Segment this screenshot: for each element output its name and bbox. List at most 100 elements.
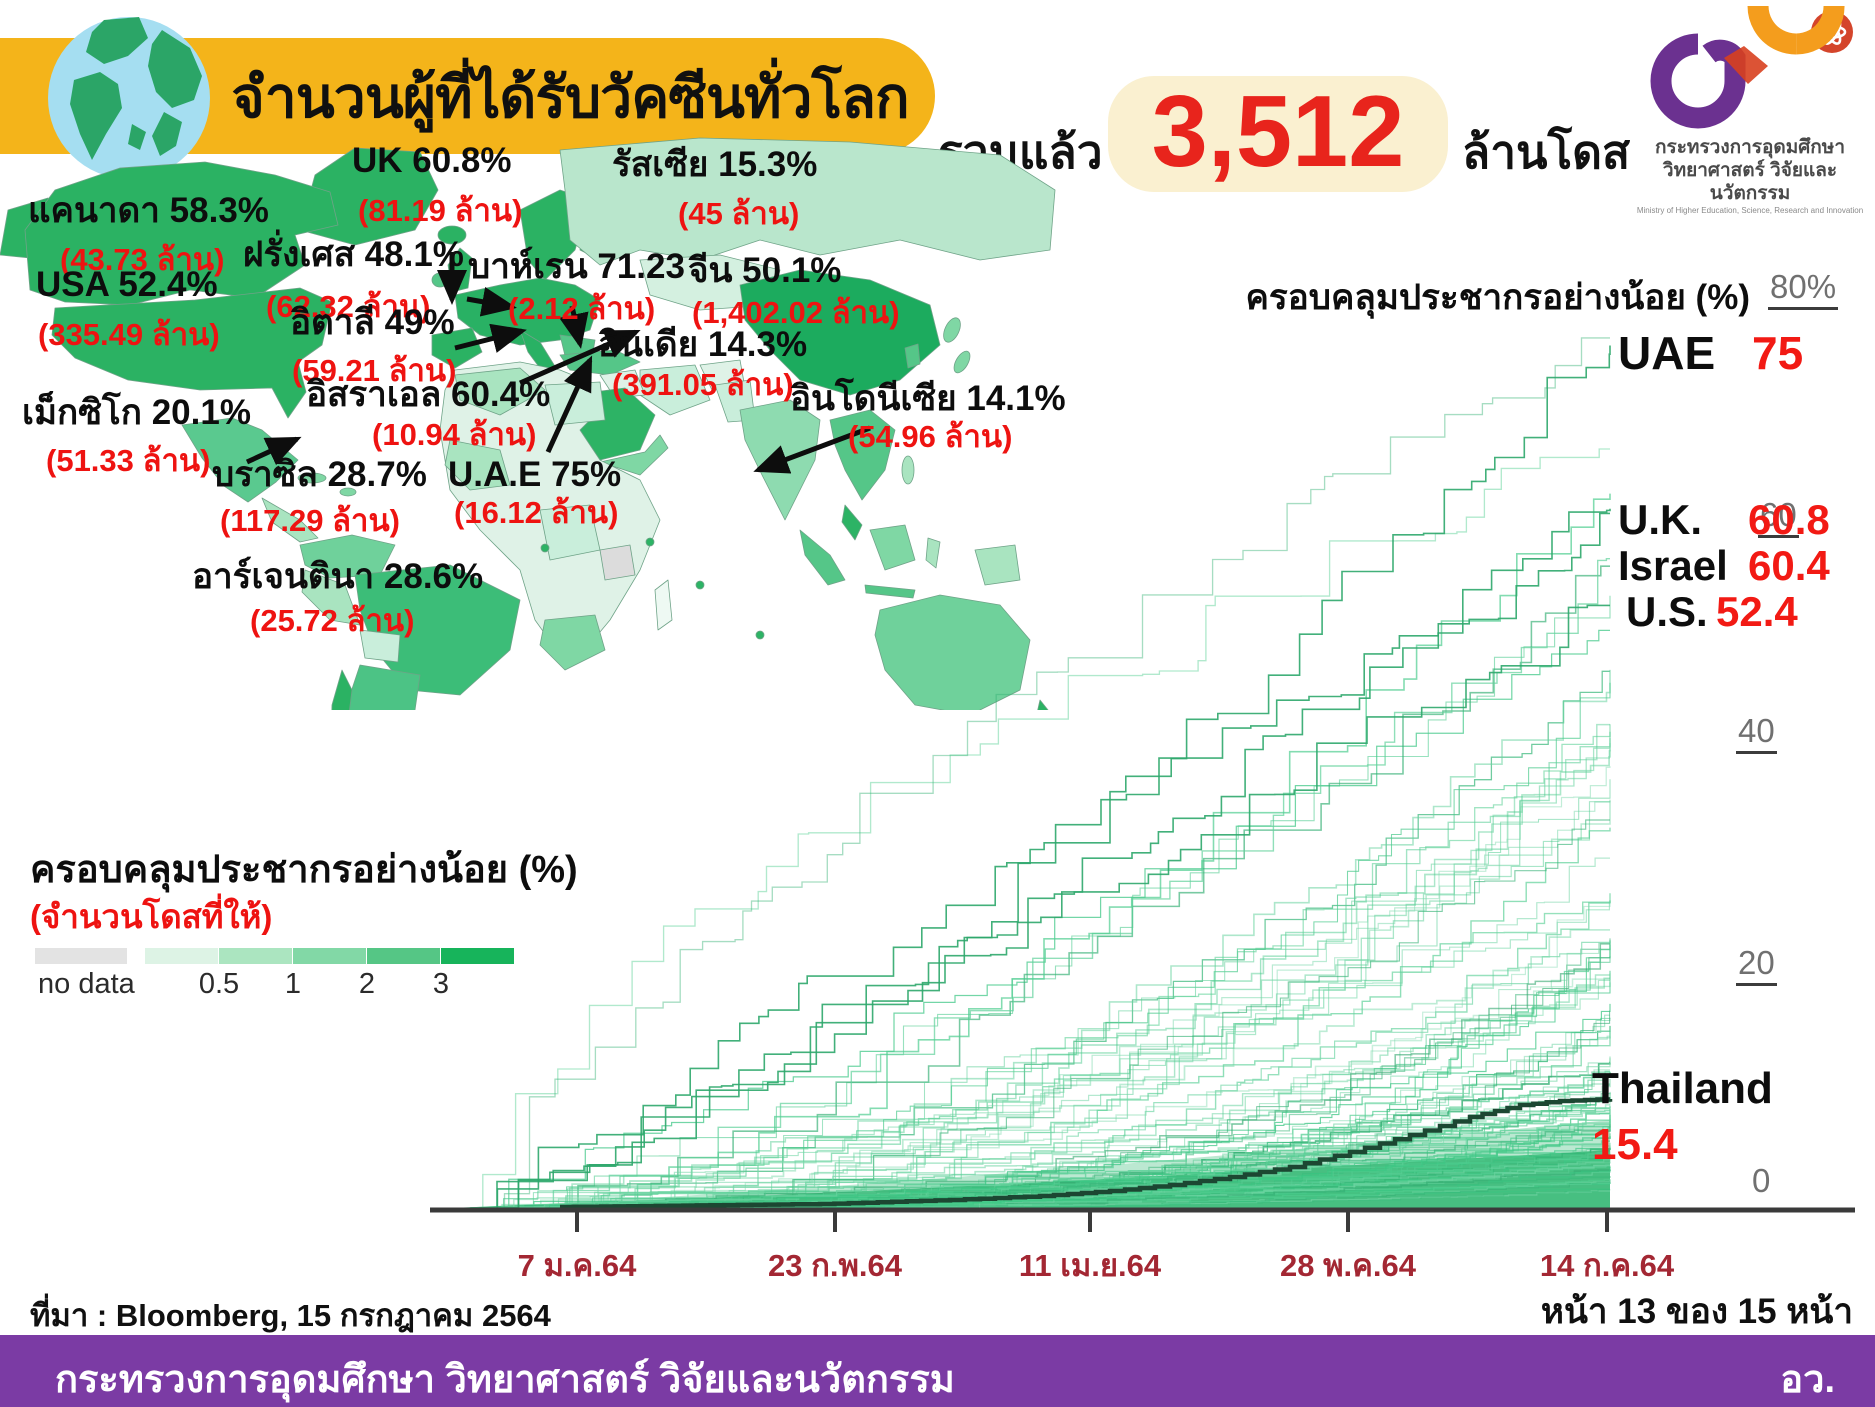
chart-y-label-20: 20 [1736,944,1777,986]
map-region-yemen-oman [599,434,669,476]
chart-annotation-israel-name: Israel [1618,542,1728,589]
map-label-israel: อิสราเอล 60.4% [306,375,551,414]
arrow-mexico [245,436,302,466]
map-label-indonesia: อินโดนีเซีย 14.1% [790,379,1066,418]
map-country-japan-2 [953,350,971,374]
legend-swatch-0 [145,948,218,964]
chart-line-us [470,604,1610,1209]
chart-line-thailand [560,1097,1613,1210]
world-map [0,137,1056,710]
map-label-brazil: บราซิล 28.7% [212,455,427,494]
arrow-france [466,286,517,317]
map-island-caribbean [339,487,357,497]
map-island-papua [974,544,1021,586]
legend-swatch-2 [293,948,366,964]
footer-abbr: อว. [1780,1359,1835,1401]
chart-line-country [612,974,1610,1209]
map-island-borneo [869,524,916,571]
map-label-italy: อิตาลี 49% [290,303,455,342]
chart-y-label-60: 60 [1758,496,1799,538]
chart-line-country [488,629,1610,1209]
legend-swatch-4 [441,948,514,964]
map-country-japan-1 [943,317,961,343]
logo-text-th2: วิทยาศาสตร์ วิจัยและนวัตกรรม [1662,160,1838,204]
map-country-china [739,269,941,396]
chart-line-country [474,682,1611,1209]
map-island-dot-2 [695,580,705,590]
map-country-canada [24,161,339,306]
chart-line-country [578,1104,1610,1209]
map-arrows [245,252,871,474]
map-label-usa: USA 52.4% [36,265,218,304]
chart-x-label-4: 14 ก.ค.64 [1539,1248,1675,1283]
map-label-canada: แคนาดา 58.3% [28,191,269,230]
map-label-bahrain-doses: (2.12 ล้าน) [508,291,656,326]
chart-annotation-us-value: 52.4 [1716,588,1798,635]
map-country-argentina [347,664,421,710]
map-island-dot-4 [755,630,765,640]
map-label-bahrain: บาห์เรน 71.23 [468,247,685,286]
logo-text-en: Ministry of Higher Education, Science, R… [1636,206,1864,215]
chart-line-country [571,857,1610,1209]
chart-line-country [588,982,1611,1209]
map-country-south-korea [904,343,921,369]
chart-line-country [746,738,1611,1209]
map-region-central-america [261,497,319,543]
map-island-sumatra [799,529,846,586]
map-label-mexico: เม็กซิโก 20.1% [22,393,251,432]
arrow-indonesia [753,425,871,474]
map-island-sulawesi [925,537,941,569]
chart-line-country [818,1166,1611,1209]
mhesi-logo: กระทรวงการอุดมศึกษา วิทยาศาสตร์ วิจัยและ… [1636,6,1864,215]
map-label-brazil-doses: (117.29 ล้าน) [220,503,400,538]
map-country-usa [51,287,333,419]
chart-line-country [721,1178,1611,1209]
total-suffix: ล้านโดส [1462,126,1631,178]
map-region-west-africa [444,439,511,491]
globe-icon [48,17,210,179]
page-title: จำนวนผู้ที่ได้รับวัคซีนทั่วโลก [231,66,909,130]
legend-swatch-no-data [35,948,127,964]
map-label-argentina-doses: (25.72 ล้าน) [250,603,415,638]
map-country-philippines [901,455,915,485]
chart-line-country [622,801,1611,1209]
map-label-france: ฝรั่งเศส 48.1% [243,235,464,274]
map-label-india-doses: (391.05 ล้าน) [612,367,794,402]
chart-line-country [497,1030,1611,1209]
map-label-italy-doses: (59.21 ล้าน) [292,353,457,388]
legend-swatch-3 [367,948,440,964]
map-country-madagascar [654,579,673,631]
chart-annotation-uk-value: 60.8 [1748,496,1830,543]
map-island-dot-1 [645,537,655,547]
chart-line-country [582,766,1611,1209]
chart-annotation-israel-value: 60.4 [1748,542,1830,589]
map-country-tanzania-nodata [599,544,636,581]
chart-x-label-0: 7 ม.ค.64 [517,1248,637,1283]
chart-line-country [547,1129,1611,1209]
legend-swatch-1 [219,948,292,964]
map-country-iceland [437,225,467,245]
map-country-chile [331,669,353,710]
chart-line-country [537,1127,1610,1209]
legend-title: ครอบคลุมประชากรอย่างน้อย (%) [30,849,578,891]
chart-line-uae [503,345,1611,1209]
footer-ministry: กระทรวงการอุดมศึกษา วิทยาศาสตร์ วิจัยและ… [55,1359,955,1401]
chart-y-label-0: 0 [1752,1162,1771,1199]
chart-annotation-thailand-value: 15.4 [1592,1120,1678,1169]
map-label-uk-doses: (81.19 ล้าน) [358,193,523,228]
chart-x-label-1: 23 ก.พ.64 [767,1248,903,1283]
chart-annotation-us-name: U.S. [1626,588,1708,635]
map-island-dot-3 [540,543,550,553]
map-label-mexico-doses: (51.33 ล้าน) [46,443,211,478]
chart-y-label-40: 40 [1736,712,1777,754]
chart-line-country [818,1190,1610,1209]
legend-tick-0.5: 0.5 [198,968,240,1000]
legend-tick-1: 1 [284,968,302,1000]
chart-y-label-80%: 80% [1768,268,1839,310]
map-country-brazil [354,564,521,696]
map-label-usa-doses: (335.49 ล้าน) [38,317,220,352]
chart-annotation-thailand-name: Thailand [1592,1064,1773,1113]
chart-x-label-3: 28 พ.ค.64 [1280,1248,1416,1283]
legend-tick-2: 2 [358,968,376,1000]
